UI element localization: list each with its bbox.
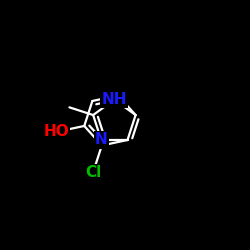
Text: N: N	[95, 132, 108, 148]
Text: NH: NH	[102, 92, 127, 107]
Text: HO: HO	[44, 124, 69, 140]
Text: Cl: Cl	[85, 165, 101, 180]
